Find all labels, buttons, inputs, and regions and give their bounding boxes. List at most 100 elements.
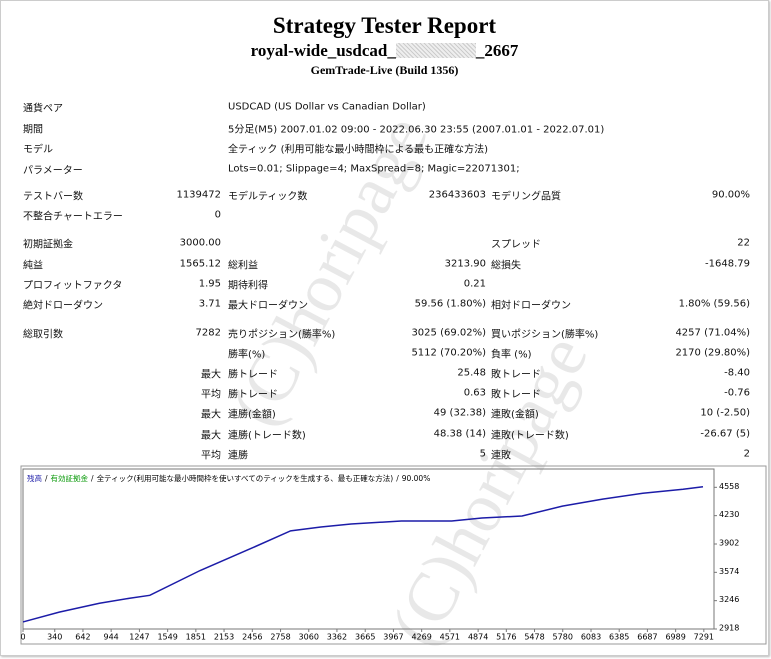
table-cell: 49 (32.38) <box>433 407 486 419</box>
plot-area <box>22 468 715 630</box>
table-cell: 4257 (71.04%) <box>675 327 750 339</box>
table-cell: 236433603 <box>428 189 486 201</box>
table-cell: 絶対ドローダウン <box>23 300 103 312</box>
y-tick-label: 4230 <box>719 510 739 519</box>
name-end: _2667 <box>475 41 519 60</box>
table-cell: 最大 <box>201 409 221 421</box>
table-cell: 0.63 <box>463 387 486 399</box>
table-cell: 平均 <box>201 389 221 401</box>
table-cell: 敗トレード <box>491 389 541 401</box>
legend-item: 有効証拠金 <box>50 474 89 483</box>
redaction <box>395 43 476 58</box>
x-tick-label: 340 <box>47 633 62 642</box>
table-cell: 3000.00 <box>179 237 221 249</box>
x-tick-label: 1247 <box>129 633 149 642</box>
table-cell: 純益 <box>23 260 43 272</box>
table-cell: 連敗 <box>491 450 511 462</box>
x-tick-label: 642 <box>75 633 90 642</box>
table-cell: 最大 <box>201 430 221 442</box>
table-cell: 1.80% (59.56) <box>678 298 750 310</box>
y-tick-label: 4558 <box>719 482 739 491</box>
table-cell: 5 <box>479 448 486 460</box>
table-cell: 期待利得 <box>228 280 268 292</box>
table-cell: 平均 <box>201 450 221 462</box>
y-tick-label: 2918 <box>719 624 739 633</box>
legend-item: / <box>91 474 94 483</box>
x-tick-label: 6989 <box>665 633 685 642</box>
x-tick-label: 3967 <box>383 633 403 642</box>
title: Strategy Tester Report <box>272 13 497 38</box>
balance-line <box>22 485 704 623</box>
table-cell: 1139472 <box>176 189 221 201</box>
y-tick-label: 3902 <box>719 538 739 547</box>
table-cell: スプレッド <box>491 239 541 251</box>
table-cell: 通貨ペア <box>23 103 63 115</box>
x-tick-label: 2153 <box>214 633 234 642</box>
table-cell: 敗トレード <box>491 369 541 381</box>
table-cell: -8.40 <box>724 367 750 379</box>
x-tick-label: 3665 <box>355 633 375 642</box>
table-cell: 負率 (%) <box>491 349 532 361</box>
table-cell: 総取引数 <box>23 329 63 341</box>
table-cell: 5分足(M5) 2007.01.02 09:00 - 2022.06.30 23… <box>228 124 605 136</box>
table-cell: 連勝(金額) <box>228 409 276 421</box>
table-cell: 全ティック (利用可能な最小時間枠による最も正確な方法) <box>228 144 489 156</box>
table-cell: 1.95 <box>198 278 221 290</box>
table-cell: 22 <box>737 237 750 249</box>
x-tick-label: 6385 <box>609 633 629 642</box>
table-cell: テストバー数 <box>23 191 83 203</box>
x-tick-label: 1549 <box>157 633 177 642</box>
x-tick-label: 6083 <box>581 633 601 642</box>
table-cell: モデルティック数 <box>228 191 308 203</box>
table-cell: 勝トレード <box>228 389 278 401</box>
legend: 残高 / 有効証拠金 / 全ティック(利用可能な最小時間枠を使いすべてのティックを生成す… <box>27 473 433 484</box>
table-cell: プロフィットファクタ <box>23 280 123 292</box>
x-tick-label: 3362 <box>327 633 347 642</box>
x-tick-label: 944 <box>104 633 119 642</box>
table-cell: 1565.12 <box>179 258 221 270</box>
x-tick-label: 1851 <box>186 633 206 642</box>
x-tick-label: 6687 <box>637 633 657 642</box>
table-cell: モデリング品質 <box>491 191 561 203</box>
x-tick-label: 0 <box>20 633 25 642</box>
chart-frame <box>20 465 767 645</box>
x-tick-label: 2758 <box>270 633 290 642</box>
table-cell: 相対ドローダウン <box>491 300 571 312</box>
y-tick-label: 3246 <box>719 595 739 604</box>
table-cell: 期間 <box>23 124 43 136</box>
legend-item: / <box>396 474 399 483</box>
table-cell: 売りポジション(勝率%) <box>228 329 336 341</box>
x-tick-label: 5176 <box>496 633 516 642</box>
table-cell: 2 <box>743 448 750 460</box>
y-tick-label: 3574 <box>719 567 739 576</box>
table-cell: 2170 (29.80%) <box>675 347 750 359</box>
table-cell: -26.67 (5) <box>700 428 750 440</box>
x-tick-label: 5780 <box>553 633 573 642</box>
table-cell: 連敗(金額) <box>491 409 539 421</box>
table-cell: 48.38 (14) <box>433 428 486 440</box>
legend-item: 残高 <box>27 474 42 483</box>
name-start: royal-wide_usdcad_ <box>250 41 396 60</box>
table-cell: 10 (-2.50) <box>700 407 750 419</box>
table-cell: 最大 <box>201 369 221 381</box>
report-name: royal-wide_usdcad_ _2667 <box>1 41 768 61</box>
table-cell: モデル <box>23 144 53 156</box>
table-cell: -0.76 <box>724 387 750 399</box>
legend-item: 全ティック(利用可能な最小時間枠を使いすべてのティックを生成する、最も正確な方法… <box>96 474 394 483</box>
table-cell: 0 <box>214 209 221 221</box>
table-cell: 勝率(%) <box>228 349 266 361</box>
table-cell: 3.71 <box>198 298 221 310</box>
server: GemTrade-Live (Build 1356) <box>310 63 459 77</box>
table-cell: Lots=0.01; Slippage=4; MaxSpread=8; Magi… <box>228 163 520 175</box>
table-cell: 総損失 <box>491 260 521 272</box>
table-cell: 3025 (69.02%) <box>411 327 486 339</box>
table-cell: 最大ドローダウン <box>228 300 308 312</box>
x-tick-label: 2456 <box>242 633 262 642</box>
table-cell: パラメーター <box>23 165 83 177</box>
table-cell: 連敗(トレード数) <box>491 430 569 442</box>
table-cell: 0.21 <box>463 278 486 290</box>
table-cell: 3213.90 <box>444 258 486 270</box>
